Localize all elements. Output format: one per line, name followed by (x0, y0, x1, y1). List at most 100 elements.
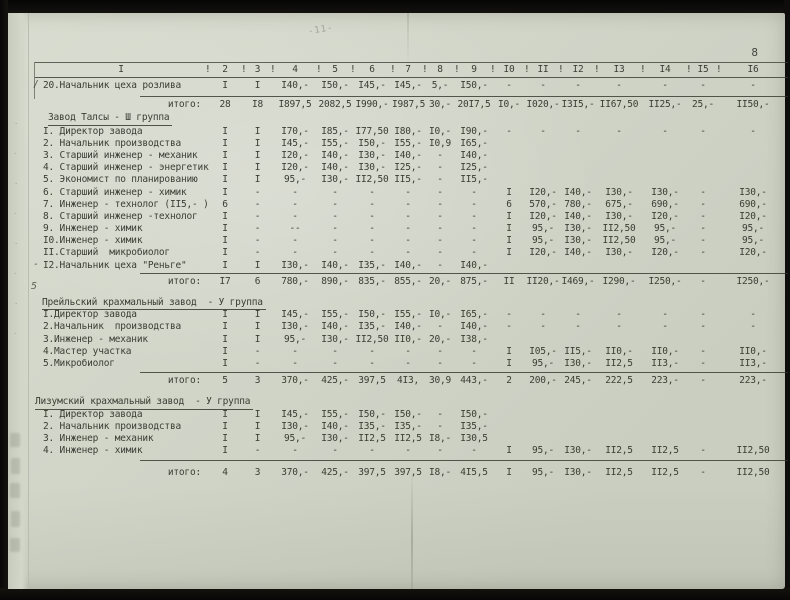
cell-value: 570,- (529, 198, 557, 210)
column-header: ! 7 (390, 64, 411, 75)
cell-value: I (506, 210, 512, 222)
total-value: - (700, 275, 706, 287)
row-label: 3. Инженер - механик (43, 432, 154, 444)
cell-value: I30,- (321, 174, 349, 186)
cell-value: - (575, 125, 581, 137)
cell-value: I90,- (460, 125, 488, 137)
total-value: 4 (222, 467, 228, 479)
cell-value: - (700, 357, 706, 369)
table-row: I. Директор завода I I I70,- I85,- I77,50 I80,… (35, 126, 788, 138)
cell-value: I38,- (460, 333, 488, 345)
section-heading: Прейльский крахмальный завод - У группа (42, 297, 788, 311)
cell-value (526, 174, 560, 186)
cell-value (492, 409, 526, 421)
cell-value: I (506, 247, 512, 259)
cell-value (642, 433, 688, 445)
table-row: I.Директор завода I I I45,- I55,- I50,- I55,- I… (35, 309, 788, 321)
cell-value: I (254, 432, 261, 444)
cell-value: - (292, 186, 298, 198)
total-value: 222,5 (605, 375, 633, 387)
column-header: ! I6 (716, 64, 759, 75)
cell-value (688, 138, 718, 150)
row-label: I.Директор завода (43, 309, 137, 321)
cell-value (560, 174, 596, 186)
cell-value: I (254, 259, 261, 271)
scan-border-right (784, 0, 790, 600)
row-label: 5. Экономист по планированию (43, 174, 198, 186)
cell-value: - (332, 198, 338, 210)
cell-value: II3,- (651, 357, 679, 369)
total-label: итого: (167, 375, 201, 387)
cell-value: I45,- (358, 80, 386, 91)
cell-value: I30,- (564, 223, 592, 235)
cell-value: I (254, 333, 261, 345)
cell-value: II2,5 (605, 445, 633, 457)
row-label: I. Директор завода (43, 125, 143, 137)
cell-value: 6 (222, 198, 228, 210)
cell-value: 95,- (653, 223, 677, 235)
column-header: ! I4 (640, 64, 671, 75)
cell-value: I (254, 408, 261, 420)
cell-value: I45,- (281, 309, 309, 321)
row-label: 4. Старший инженер - энергетик (43, 162, 209, 174)
cell-value: I (222, 309, 228, 321)
total-value: I020,- (526, 99, 560, 111)
cell-value: II3,- (739, 357, 767, 369)
paper-crease-top (407, 13, 409, 68)
cell-value: 5,- (431, 80, 449, 91)
cell-value: - (471, 186, 477, 198)
page-edge-strip (8, 13, 29, 589)
cell-value: - (405, 247, 411, 259)
section-preilsky-zavod: Прейльский крахмальный завод - У группа … (35, 297, 788, 387)
cell-value (596, 174, 642, 186)
total-value: 200,- (529, 375, 557, 387)
table-row: - I2.Начальник цеха "Реньге" I I I30,- I40,- I… (33, 259, 788, 272)
cell-value: - (506, 125, 512, 137)
cell-value: I (222, 137, 228, 149)
cell-value: I30,- (281, 420, 309, 432)
section-heading: Лизумский крахмальный завод - У группа (35, 396, 788, 410)
cell-value: I (222, 408, 228, 420)
cell-value: I (506, 186, 512, 198)
total-value: I990,- (355, 99, 389, 111)
cell-value (526, 138, 560, 150)
cell-value: I (254, 174, 261, 186)
cell-value (596, 421, 642, 433)
cell-value: I35,- (358, 321, 386, 333)
cell-value: I (222, 345, 228, 357)
total-value: 30,- (428, 99, 452, 111)
cell-value: 675,- (605, 198, 633, 210)
cell-value: - (254, 235, 261, 247)
column-separator: ! (454, 64, 460, 75)
cell-value: I (254, 321, 261, 333)
total-value: I897,5 (278, 99, 312, 111)
cell-value: I40,- (321, 420, 349, 432)
column-separator: ! (558, 64, 564, 75)
total-value: I250,- (736, 275, 770, 287)
cell-value (718, 260, 788, 272)
table-row: 3. Инженер - механик I I 95,- I30,- II2,5 II2,… (35, 433, 788, 445)
cell-value: I (254, 149, 261, 161)
cell-value: I (222, 432, 228, 444)
total-value: 2082,5 (318, 99, 352, 111)
column-header: ! 8 (422, 64, 443, 75)
cell-value: I35,- (358, 420, 386, 432)
cell-value: 6 (506, 198, 512, 210)
column-header: ! 4 (270, 64, 298, 75)
total-value: I290,- (602, 275, 636, 287)
cell-value: - (662, 125, 668, 137)
cell-value: - (616, 80, 622, 91)
cell-value: I (222, 445, 228, 457)
cell-value: - (405, 198, 411, 210)
cell-value (526, 260, 560, 272)
cell-value: 95,- (531, 357, 555, 369)
cell-value: I20,- (281, 149, 309, 161)
cell-value (560, 421, 596, 433)
total-value: I250,- (648, 275, 682, 287)
document-page: .. .. .. .. -11- 8 5 I! 2! 3! 4! 5! 6! 7! 8! 9! I… (8, 13, 788, 589)
cell-value: - (471, 445, 477, 457)
cell-value (688, 260, 718, 272)
cell-value: I40,- (564, 247, 592, 259)
cell-value: I20,- (529, 247, 557, 259)
total-value: 30,9 (428, 375, 452, 387)
